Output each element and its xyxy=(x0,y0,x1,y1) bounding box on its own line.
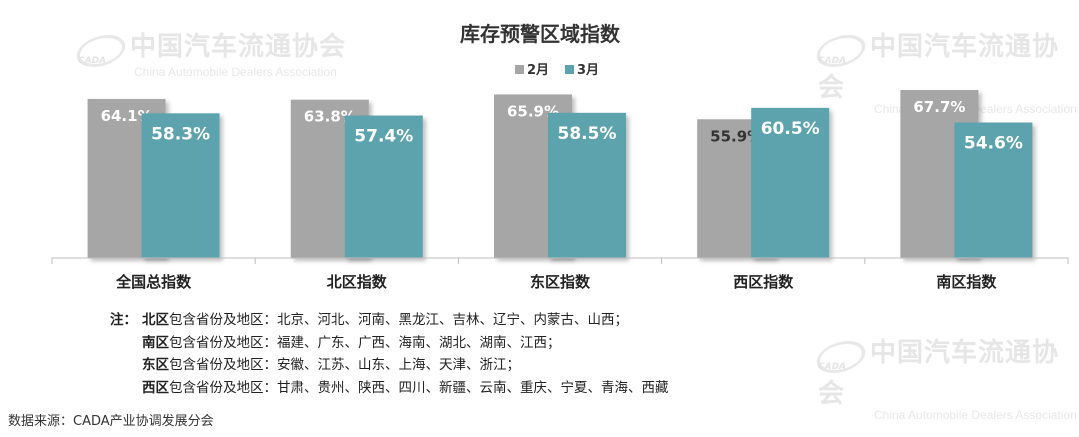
watermark-org-en: China Automobile Dealers Association xyxy=(874,407,1077,422)
note-row: 注： 北区包含省份及地区：北京、河北、河南、黑龙江、吉林、辽宁、内蒙古、山西； xyxy=(110,309,669,332)
data-label: 58.3% xyxy=(151,124,210,144)
data-label: 67.7% xyxy=(913,98,965,116)
x-tick-label: 西区指数 xyxy=(733,273,794,291)
data-label: 63.8% xyxy=(304,108,356,126)
watermark-bottom-right: 中国汽车流通协会 China Automobile Dealers Associ… xyxy=(810,332,1079,422)
x-tick-label: 北区指数 xyxy=(327,273,388,291)
legend-swatch xyxy=(565,65,574,74)
bar-mar-1 xyxy=(344,115,423,259)
data-source: 数据来源：CADA产业协调发展分会 xyxy=(8,414,214,429)
chart-title: 库存预警区域指数 xyxy=(460,22,621,46)
data-label: 54.6% xyxy=(964,134,1023,154)
x-tick-label: 东区指数 xyxy=(530,273,591,291)
note-region-suffix: 包含省份及地区： xyxy=(169,334,277,351)
legend: 2月 3月 xyxy=(515,63,599,78)
note-provinces: 福建、广东、广西、海南、湖北、湖南、江西； xyxy=(277,334,561,351)
data-label: 55.9% xyxy=(710,127,762,145)
legend-swatch xyxy=(515,65,524,74)
note-row: 东区包含省份及地区：安徽、江苏、山东、上海、天津、浙江； xyxy=(110,354,669,377)
note-prefix: 注： xyxy=(110,312,137,328)
cada-logo-icon xyxy=(810,340,872,373)
bars: 64.1%58.3% 63.8%57.4% 65.9% 58.5% 55.9%60.5%… xyxy=(87,90,1033,259)
bar-mar-3 xyxy=(751,107,830,258)
data-label: 64.1% xyxy=(101,107,153,125)
bar-mar-2 xyxy=(548,112,626,258)
bar-chart: 库存预警区域指数 2月 3月 64.1%58.3% 63.8%57.4% 65.9% 5… xyxy=(51,22,1069,291)
bar-mar-4 xyxy=(954,122,1033,259)
data-label: 58.5% xyxy=(558,124,617,144)
x-axis-labels: 全国总指数 北区指数 东区指数 西区指数 南区指数 xyxy=(115,273,997,291)
x-tick-label: 南区指数 xyxy=(936,273,997,291)
x-tick-label: 全国总指数 xyxy=(115,273,192,291)
note-region: 北区 xyxy=(142,312,169,328)
note-provinces: 甘肃、贵州、陕西、四川、新疆、云南、重庆、宁夏、青海、西藏 xyxy=(277,379,669,396)
watermark-logo-text: CADA xyxy=(818,362,847,372)
note-provinces: 北京、河北、河南、黑龙江、吉林、辽宁、内蒙古、山西； xyxy=(277,312,628,328)
notes: 注： 北区包含省份及地区：北京、河北、河南、黑龙江、吉林、辽宁、内蒙古、山西； 南… xyxy=(110,309,669,399)
note-region-suffix: 包含省份及地区： xyxy=(169,312,277,328)
note-region: 南区 xyxy=(142,334,169,351)
watermark-org-cn: 中国汽车流通协会 xyxy=(818,338,1060,409)
note-region-suffix: 包含省份及地区： xyxy=(169,357,277,373)
legend-label: 2月 xyxy=(527,63,549,78)
x-axis-ticks xyxy=(51,258,1069,264)
data-label: 65.9% xyxy=(507,102,559,120)
note-region: 东区 xyxy=(142,357,169,373)
data-label: 60.5% xyxy=(761,119,820,139)
note-region: 西区 xyxy=(142,379,169,396)
legend-label: 3月 xyxy=(577,63,599,78)
note-row: 南区包含省份及地区：福建、广东、广西、海南、湖北、湖南、江西； xyxy=(110,332,669,355)
note-row: 西区包含省份及地区：甘肃、贵州、陕西、四川、新疆、云南、重庆、宁夏、青海、西藏 xyxy=(110,377,669,400)
bar-mar-0 xyxy=(141,113,220,258)
data-label: 57.4% xyxy=(354,127,413,147)
note-region-suffix: 包含省份及地区： xyxy=(169,379,277,396)
note-provinces: 安徽、江苏、山东、上海、天津、浙江； xyxy=(277,357,520,373)
